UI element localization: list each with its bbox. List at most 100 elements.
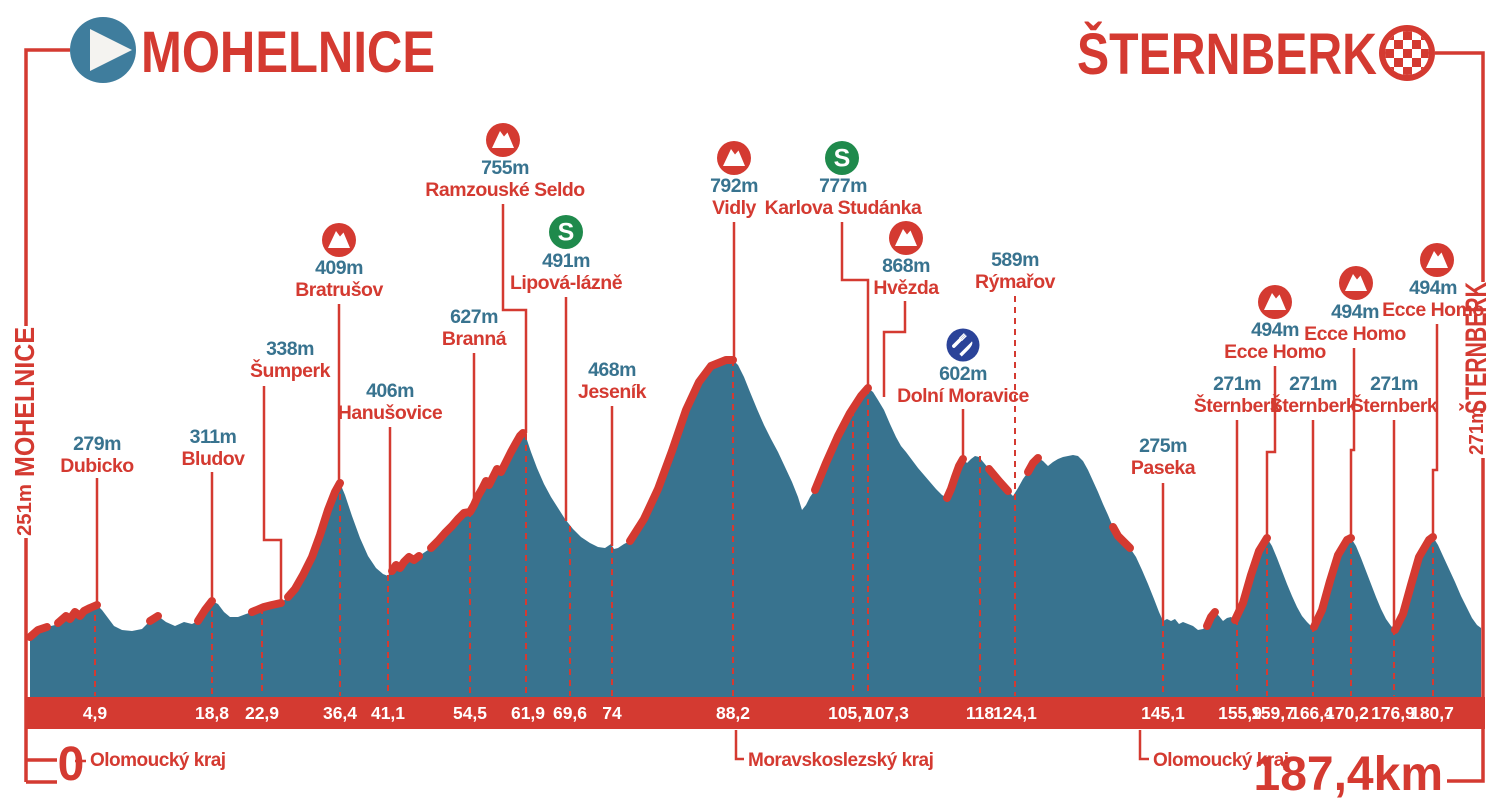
waypoint-elevation: 468m [588, 359, 636, 381]
mountain-icon [895, 229, 917, 246]
fork-handle [952, 338, 962, 348]
km-label: 41,1 [371, 703, 405, 723]
climb-segment [284, 479, 344, 601]
km-label: 22,9 [245, 703, 279, 723]
km-label: 166,4 [1290, 703, 1334, 723]
waypoint-elevation: 279m [73, 433, 121, 455]
waypoint-elevation: 602m [939, 363, 987, 385]
waypoint-connector [1349, 348, 1356, 537]
frame-line-left-top [24, 48, 70, 326]
waypoint-elevation: 409m [315, 257, 363, 279]
waypoint-connector [262, 386, 283, 604]
waypoint-name: Hvězda [873, 277, 939, 299]
finish-title: ŠTERNBERK [1077, 22, 1377, 87]
fork-tine [960, 335, 967, 342]
finish-logo [1379, 25, 1435, 81]
km-label: 180,7 [1410, 703, 1454, 723]
region-connector-middle [734, 730, 744, 761]
waypoint-elevation: 338m [266, 338, 314, 360]
climb-segment [26, 623, 51, 641]
climb-segment [1024, 454, 1042, 476]
waypoint-name: Šumperk [250, 358, 331, 382]
feed-zone-icon [946, 328, 980, 362]
waypoint-name: Paseka [1131, 457, 1196, 479]
climb-segment [985, 465, 1012, 495]
km-label: 159,7 [1251, 703, 1295, 723]
waypoint-name: Karlova Studánka [765, 197, 922, 219]
climb-segment [388, 552, 423, 575]
km-label: 124,1 [993, 703, 1037, 723]
waypoint-elevation: 589m [991, 249, 1039, 271]
km-label: 118 [966, 703, 994, 723]
region-label-3: Olomoucký kraj [1153, 750, 1289, 771]
waypoint-name: Rýmařov [975, 271, 1056, 293]
climb-segment [1310, 534, 1355, 631]
waypoint-connector [501, 204, 528, 433]
waypoint-name: Ecce Homo [1382, 299, 1484, 321]
frame-line-right-bottom-bracket [1447, 458, 1485, 783]
mountain-icon [723, 149, 745, 166]
waypoint-elevation: 271m [1213, 373, 1261, 395]
waypoint-elevation: 271m [1370, 373, 1418, 395]
waypoint-elevation: 494m [1331, 301, 1379, 323]
climb-segment [146, 612, 162, 625]
climb-segment [626, 356, 737, 545]
waypoint-connector [840, 222, 870, 389]
waypoint-name: Vidly [712, 197, 756, 219]
waypoint-elevation: 406m [366, 380, 414, 402]
km-label: 69,6 [553, 703, 587, 723]
knife-blade [959, 340, 973, 357]
waypoint-connector [1431, 324, 1439, 536]
waypoint-elevation: 275m [1139, 435, 1187, 457]
start-logo [70, 17, 136, 83]
distance-bar [25, 697, 1485, 729]
km-label: 74 [602, 703, 622, 723]
waypoint-name: Hanušovice [338, 402, 443, 424]
waypoint-name: Šternberk [1270, 393, 1357, 417]
fork-tine [959, 334, 966, 341]
climb-highlight-segments [26, 356, 1437, 641]
start-title: MOHELNICE [141, 20, 435, 85]
waypoint-connector [882, 301, 907, 397]
km-label: 4,9 [83, 703, 108, 723]
waypoint-name: Ecce Homo [1304, 323, 1406, 345]
axis-left-city: MOHELNICE [9, 327, 40, 477]
climb-segment [1231, 534, 1271, 624]
mountain-icon [328, 231, 350, 248]
sprint-icon [549, 215, 583, 249]
axis-right-elevation: 271m [1466, 407, 1488, 455]
start-km-label: 0 [58, 738, 85, 791]
total-distance-label: 187,4km [1254, 748, 1444, 801]
region-label-2: Moravskoslezský kraj [748, 750, 933, 771]
frame-line-left-bottom-bracket [24, 538, 57, 784]
km-label: 18,8 [195, 703, 229, 723]
km-label: 88,2 [716, 703, 750, 723]
climb-segment [54, 601, 101, 627]
waypoint-elevation: 491m [542, 250, 590, 272]
waypoint-name: Šternberk [1194, 393, 1281, 417]
waypoint-elevation: 494m [1409, 277, 1457, 299]
elevation-profile-area [30, 360, 1481, 697]
mountain-icon [1345, 274, 1367, 291]
waypoint-elevation: 792m [710, 175, 758, 197]
climb-segment [427, 429, 527, 552]
km-label: 170,2 [1325, 703, 1369, 723]
km-labels: 4,9 18,8 22,9 36,4 41,1 54,5 61,9 69,6 74 88,2 105… [83, 703, 1454, 723]
km-label: 61,9 [511, 703, 545, 723]
waypoint-name: Jeseník [578, 381, 647, 403]
km-label: 105,7 [828, 703, 872, 723]
mountain-icon [1264, 293, 1286, 310]
waypoint-name: Ramzouské Seldo [425, 179, 585, 201]
